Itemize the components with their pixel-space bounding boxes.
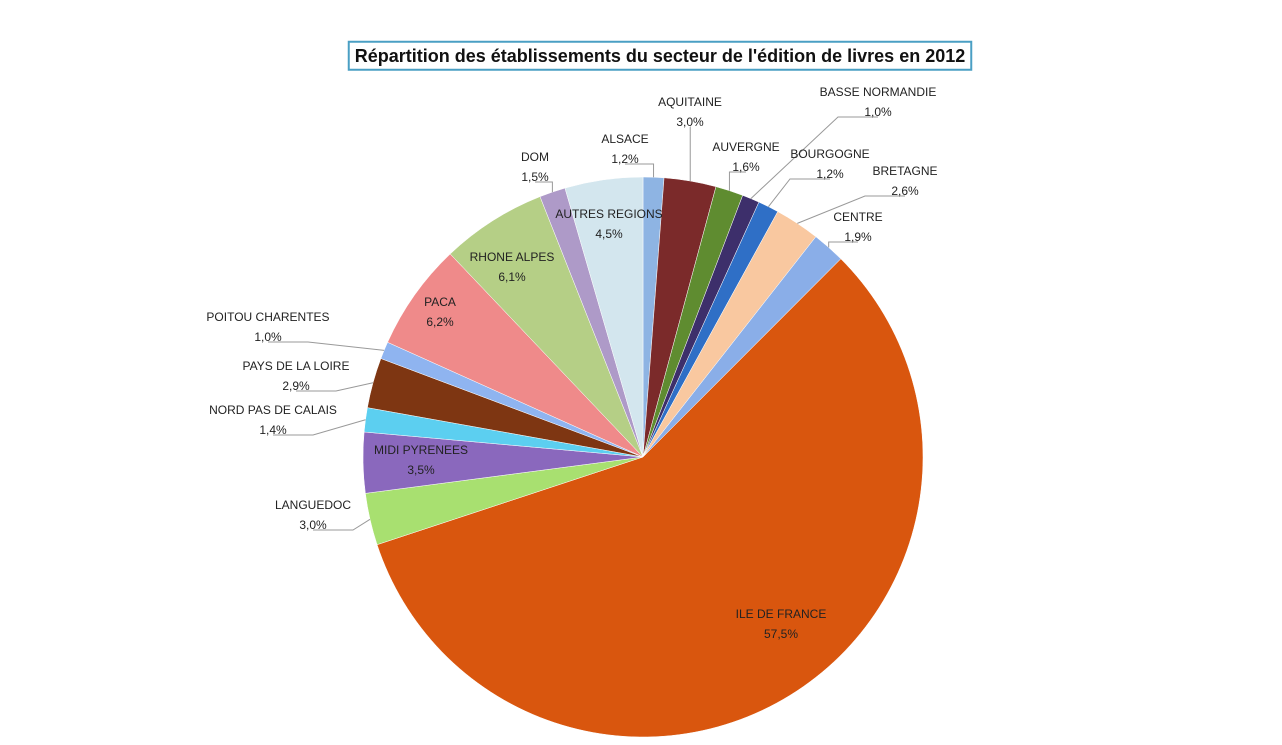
slice-label: PAYS DE LA LOIRE	[243, 359, 350, 373]
leader-line	[535, 181, 553, 193]
slice-label: DOM	[521, 150, 549, 164]
slice-value-label: 6,1%	[498, 270, 526, 284]
slice-label: LANGUEDOC	[275, 498, 351, 512]
slice-value-label: 3,0%	[299, 518, 327, 532]
slice-value-label: 3,0%	[676, 115, 704, 129]
slice-value-label: 4,5%	[595, 227, 623, 241]
slice-value-label: 1,2%	[816, 167, 844, 181]
slice-label: AUTRES REGIONS	[555, 207, 662, 221]
slice-label: BASSE NORMANDIE	[820, 85, 937, 99]
slice-label: MIDI PYRENEES	[374, 443, 468, 457]
slice-label: ILE DE FRANCE	[736, 607, 827, 621]
slice-label: CENTRE	[833, 210, 882, 224]
slice-value-label: 1,0%	[254, 330, 282, 344]
leader-line	[625, 163, 655, 178]
slice-label: BOURGOGNE	[790, 147, 869, 161]
slice-value-label: 1,4%	[259, 423, 287, 437]
leader-line	[750, 116, 878, 199]
pie-slice	[564, 176, 644, 458]
leader-line	[797, 195, 905, 224]
slice-label: RHONE ALPES	[470, 250, 555, 264]
slice-value-label: 1,0%	[864, 105, 892, 119]
slice-label: BRETAGNE	[872, 164, 937, 178]
slice-label: NORD PAS DE CALAIS	[209, 403, 337, 417]
slice-label: AUVERGNE	[712, 140, 779, 154]
slice-value-label: 2,9%	[282, 379, 310, 393]
slice-label: ALSACE	[601, 132, 648, 146]
slice-value-label: 3,5%	[407, 463, 435, 477]
pie-slice	[376, 258, 924, 738]
leader-line	[273, 419, 366, 436]
chart-title: Répartition des établissements du secteu…	[355, 46, 966, 66]
leader-line	[828, 241, 858, 248]
leader-line	[268, 341, 385, 351]
slice-label: POITOU CHARENTES	[206, 310, 329, 324]
leader-line	[728, 171, 746, 191]
slice-label: AQUITAINE	[658, 95, 722, 109]
slice-value-label: 57,5%	[764, 627, 798, 641]
slice-value-label: 2,6%	[891, 184, 919, 198]
slice-label: PACA	[424, 295, 456, 309]
title-box	[347, 40, 973, 71]
slice-value-label: 1,5%	[521, 170, 549, 184]
slice-value-label: 1,2%	[611, 152, 639, 166]
leader-line	[296, 382, 374, 392]
slice-value-label: 1,9%	[844, 230, 872, 244]
slice-value-label: 1,6%	[732, 160, 760, 174]
leader-line	[313, 518, 371, 531]
slice-value-label: 6,2%	[426, 315, 454, 329]
leader-line	[768, 178, 830, 207]
